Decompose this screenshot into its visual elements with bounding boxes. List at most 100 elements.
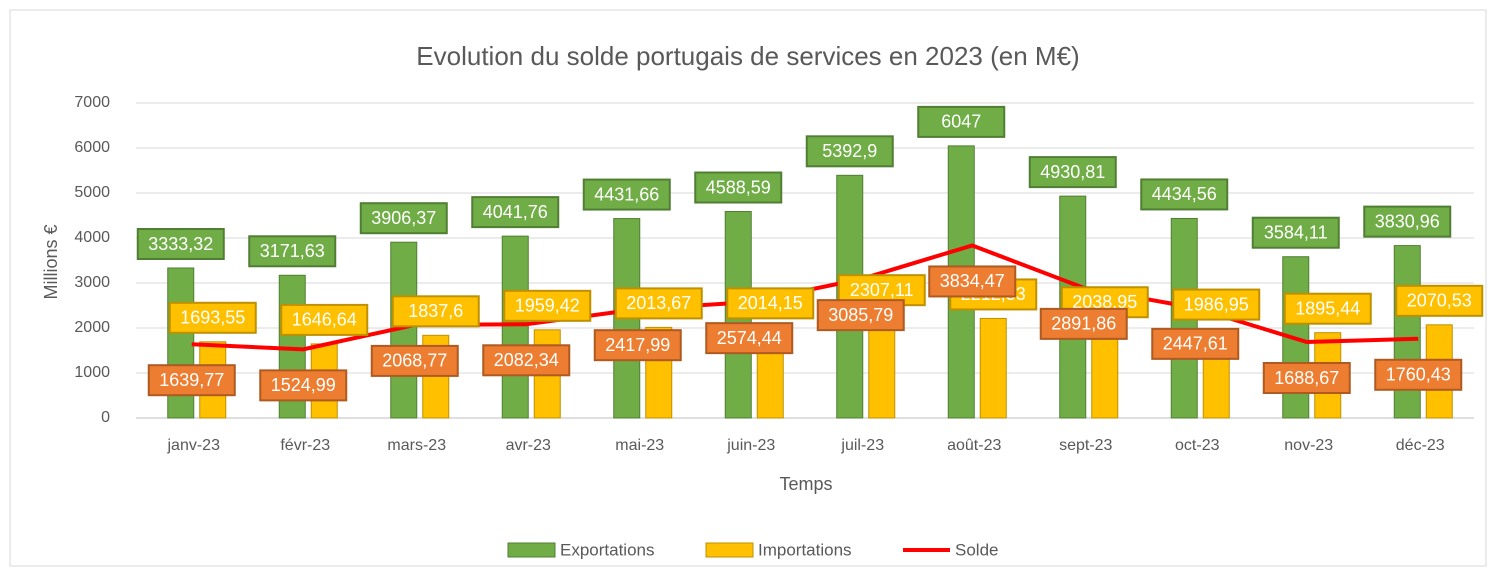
y-tick-label: 3000 bbox=[74, 274, 110, 291]
x-tick-label: oct-23 bbox=[1175, 437, 1220, 454]
data-label: 1693,55 bbox=[180, 308, 245, 328]
data-label: 2068,77 bbox=[382, 351, 447, 371]
chart-title: Evolution du solde portugais de services… bbox=[416, 41, 1079, 71]
data-label-box bbox=[705, 322, 794, 355]
data-label-box bbox=[370, 344, 459, 377]
data-label: 4588,59 bbox=[706, 177, 771, 197]
x-axis-label: Temps bbox=[779, 474, 832, 494]
bar bbox=[501, 235, 529, 419]
data-label-box bbox=[1283, 292, 1372, 325]
data-label: 1524,99 bbox=[271, 375, 336, 395]
data-label: 3085,79 bbox=[828, 305, 893, 325]
legend-label: Exportations bbox=[560, 540, 655, 559]
data-label: 2082,34 bbox=[494, 350, 559, 370]
y-tick-label: 1000 bbox=[74, 364, 110, 381]
x-tick-label: avr-23 bbox=[506, 437, 551, 454]
data-label-box bbox=[917, 105, 1006, 138]
data-label-box bbox=[726, 287, 815, 320]
data-label: 2417,99 bbox=[605, 335, 670, 355]
data-label: 3333,32 bbox=[148, 234, 213, 254]
data-label: 3906,37 bbox=[371, 208, 436, 228]
data-label-box bbox=[482, 344, 571, 377]
data-label-box bbox=[1374, 358, 1463, 391]
y-tick-label: 6000 bbox=[74, 139, 110, 156]
data-label-box bbox=[471, 196, 560, 229]
data-label: 1760,43 bbox=[1386, 365, 1451, 385]
data-label: 1837,6 bbox=[408, 301, 463, 321]
y-axis-label: Millions € bbox=[41, 224, 61, 299]
data-label-box bbox=[816, 299, 905, 332]
x-tick-label: juil-23 bbox=[840, 437, 884, 454]
data-label-box bbox=[359, 202, 448, 235]
data-label: 2014,15 bbox=[738, 293, 803, 313]
x-tick-label: juin-23 bbox=[726, 437, 775, 454]
x-tick-label: janv-23 bbox=[167, 437, 221, 454]
data-label: 4041,76 bbox=[483, 202, 548, 222]
data-label-box bbox=[1251, 216, 1340, 249]
data-label: 1959,42 bbox=[515, 296, 580, 316]
y-tick-label: 5000 bbox=[74, 184, 110, 201]
data-label: 1688,67 bbox=[1274, 368, 1339, 388]
data-label: 4930,81 bbox=[1040, 162, 1105, 182]
data-label: 3830,96 bbox=[1375, 211, 1440, 231]
data-label-box bbox=[280, 303, 369, 336]
data-label-box bbox=[593, 329, 682, 362]
data-label: 3584,11 bbox=[1264, 222, 1328, 242]
data-label-box bbox=[1140, 178, 1229, 211]
data-label-box bbox=[614, 287, 703, 320]
data-label-box bbox=[582, 178, 671, 211]
data-label-box bbox=[248, 235, 337, 268]
data-label: 1895,44 bbox=[1295, 298, 1360, 318]
data-label: 2307,11 bbox=[850, 280, 914, 300]
data-label-box bbox=[1039, 307, 1128, 340]
data-label-box bbox=[259, 369, 348, 402]
data-label-box bbox=[168, 301, 257, 334]
x-tick-label: nov-23 bbox=[1284, 437, 1333, 454]
x-tick-label: sept-23 bbox=[1059, 437, 1112, 454]
data-label: 2013,67 bbox=[626, 293, 691, 313]
data-label: 5392,9 bbox=[822, 141, 877, 161]
legend-swatch bbox=[507, 542, 556, 558]
data-label-box bbox=[694, 171, 783, 204]
data-label: 2070,53 bbox=[1407, 291, 1472, 311]
x-tick-label: déc-23 bbox=[1396, 437, 1445, 454]
data-label-box bbox=[147, 364, 236, 397]
y-tick-label: 0 bbox=[101, 409, 110, 426]
bar bbox=[1393, 245, 1421, 419]
y-tick-label: 2000 bbox=[74, 319, 110, 336]
bar bbox=[868, 313, 896, 419]
data-label-box bbox=[391, 295, 480, 328]
y-tick-label: 4000 bbox=[74, 229, 110, 246]
data-label: 2574,44 bbox=[717, 328, 782, 348]
data-label-box bbox=[1262, 362, 1351, 395]
data-label: 2447,61 bbox=[1163, 334, 1228, 354]
data-label-box bbox=[136, 228, 225, 261]
data-label: 1986,95 bbox=[1184, 294, 1249, 314]
data-label: 2038,95 bbox=[1072, 292, 1137, 312]
data-label-box bbox=[1363, 205, 1452, 238]
data-label-box bbox=[1028, 156, 1117, 189]
x-tick-label: mars-23 bbox=[387, 437, 446, 454]
data-label-box bbox=[1151, 327, 1240, 360]
x-tick-label: févr-23 bbox=[280, 437, 330, 454]
legend-label: Importations bbox=[758, 540, 852, 559]
data-label: 4434,56 bbox=[1152, 184, 1217, 204]
data-label: 3834,47 bbox=[940, 271, 1005, 291]
data-label: 1639,77 bbox=[159, 370, 224, 390]
y-tick-label: 7000 bbox=[74, 94, 110, 111]
data-label-box bbox=[1172, 288, 1261, 321]
legend-swatch bbox=[705, 542, 754, 558]
legend-label: Solde bbox=[955, 540, 998, 559]
data-label-box bbox=[805, 135, 894, 168]
data-label-box bbox=[928, 265, 1017, 298]
data-label: 6047 bbox=[941, 112, 981, 132]
data-label: 2891,86 bbox=[1051, 314, 1116, 334]
data-label-box bbox=[1395, 284, 1484, 317]
x-tick-label: mai-23 bbox=[615, 437, 664, 454]
data-label: 1646,64 bbox=[292, 310, 357, 330]
bar bbox=[1091, 325, 1119, 419]
data-label: 3171,63 bbox=[260, 241, 325, 261]
data-label-box bbox=[503, 289, 592, 322]
bar bbox=[979, 317, 1007, 419]
